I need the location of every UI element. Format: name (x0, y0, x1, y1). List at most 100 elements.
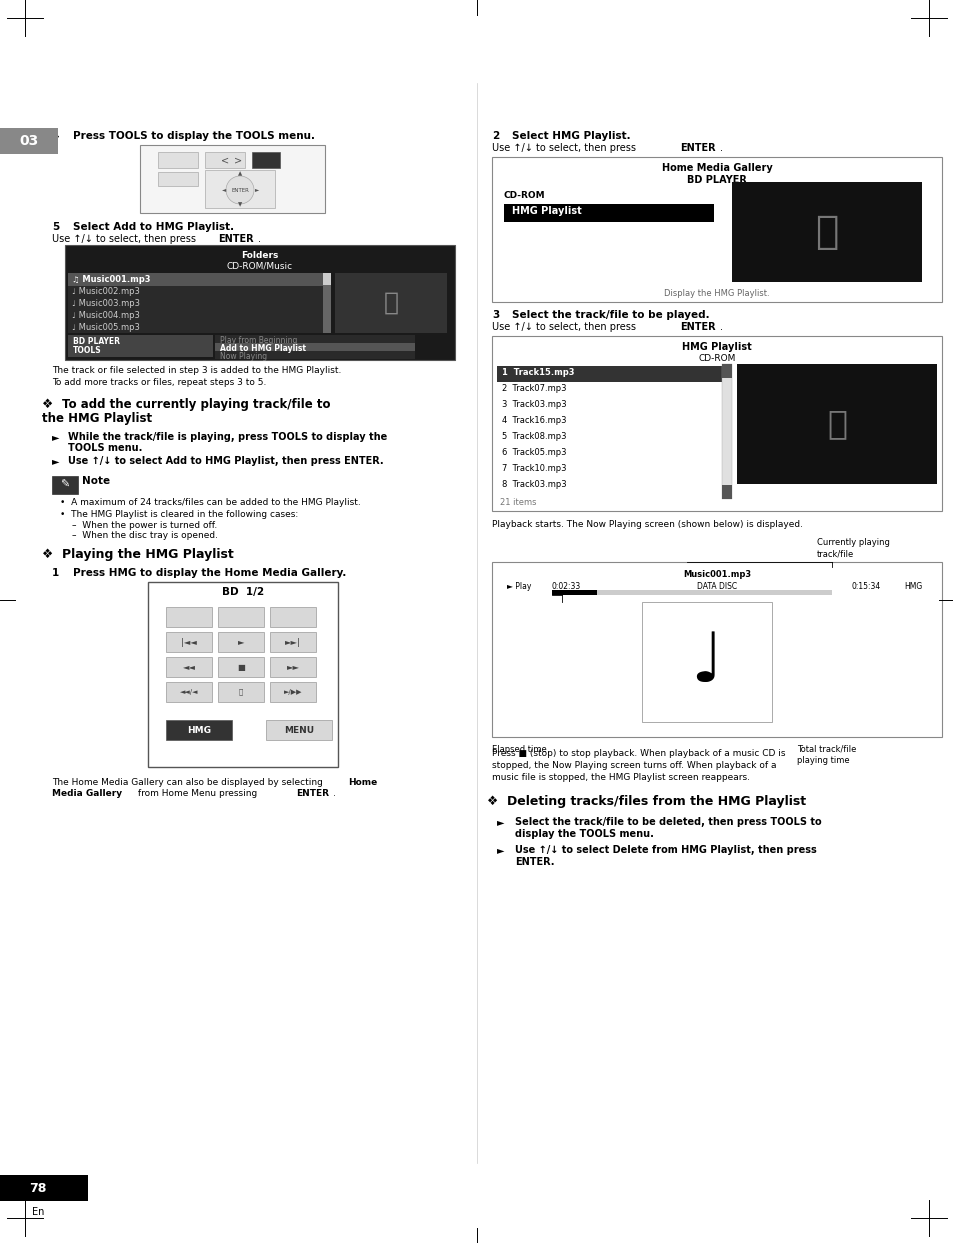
Text: 78: 78 (30, 1182, 47, 1195)
Bar (0, 1175, 88, 1201)
Text: BD PLAYER: BD PLAYER (686, 175, 746, 185)
Bar (166, 631, 212, 653)
Text: Press ■ (stop) to stop playback. When playback of a music CD is: Press ■ (stop) to stop playback. When pl… (492, 750, 784, 758)
Text: Total track/file: Total track/file (796, 745, 856, 755)
Text: >: > (233, 155, 242, 165)
Bar (205, 170, 274, 208)
Text: 0:15:34: 0:15:34 (851, 582, 881, 590)
Text: ♫ Music001.mp3: ♫ Music001.mp3 (71, 275, 151, 283)
Text: HMG Playlist: HMG Playlist (681, 342, 751, 352)
Text: 6  Track05.mp3: 6 Track05.mp3 (501, 447, 566, 457)
Bar (166, 682, 212, 702)
Text: ◄◄: ◄◄ (182, 663, 195, 671)
Text: ⏸: ⏸ (238, 689, 243, 695)
Text: ■: ■ (236, 663, 245, 671)
Text: ►: ► (52, 456, 59, 466)
Bar (65, 245, 455, 360)
Bar (52, 476, 78, 493)
Text: The Home Media Gallery can also be displayed by selecting: The Home Media Gallery can also be displ… (52, 778, 325, 787)
Text: ►: ► (497, 817, 504, 827)
Bar (492, 562, 941, 737)
Text: ◄◄/◄: ◄◄/◄ (179, 689, 198, 695)
Text: HMG: HMG (187, 726, 211, 735)
Text: Select the track/file to be deleted, then press TOOLS to: Select the track/file to be deleted, the… (515, 817, 821, 827)
Text: ❖: ❖ (486, 796, 497, 808)
Text: BD  1/2: BD 1/2 (222, 587, 264, 597)
Text: ENTER: ENTER (218, 234, 253, 244)
Text: ►: ► (237, 638, 244, 646)
Text: ◄: ◄ (222, 188, 226, 193)
Text: ►/▶▶: ►/▶▶ (283, 689, 302, 695)
Bar (158, 152, 198, 168)
Text: Music001.mp3: Music001.mp3 (682, 571, 750, 579)
Text: 5  Track08.mp3: 5 Track08.mp3 (501, 433, 566, 441)
Text: ENTER: ENTER (295, 789, 329, 798)
Text: ►: ► (497, 845, 504, 855)
Text: 7  Track10.mp3: 7 Track10.mp3 (501, 464, 566, 474)
Text: 3  Track03.mp3: 3 Track03.mp3 (501, 400, 566, 409)
Bar (335, 273, 447, 333)
Bar (140, 145, 325, 213)
Text: •  The HMG Playlist is cleared in the following cases:: • The HMG Playlist is cleared in the fol… (60, 510, 298, 520)
Text: 📁: 📁 (383, 291, 398, 314)
Text: ❖: ❖ (42, 548, 53, 561)
Text: ENTER: ENTER (679, 143, 715, 153)
Bar (552, 590, 831, 595)
Bar (731, 181, 921, 282)
Text: ♩ Music002.mp3: ♩ Music002.mp3 (71, 287, 140, 296)
Text: .: . (720, 143, 722, 153)
Text: CD-ROM: CD-ROM (698, 354, 735, 363)
Text: ▲: ▲ (237, 172, 242, 177)
Bar (552, 590, 597, 595)
Text: ♩: ♩ (690, 629, 722, 696)
Text: 1: 1 (52, 568, 59, 578)
Bar (270, 682, 315, 702)
Text: Playback starts. The Now Playing screen (shown below) is displayed.: Playback starts. The Now Playing screen … (492, 520, 802, 530)
Text: ENTER: ENTER (231, 188, 249, 193)
Bar (270, 631, 315, 653)
Bar (252, 152, 280, 168)
Bar (270, 658, 315, 677)
Bar (68, 273, 323, 333)
Text: 03: 03 (19, 134, 38, 148)
Bar (266, 720, 332, 740)
Bar (218, 682, 264, 702)
Text: 21 items: 21 items (499, 498, 536, 507)
Bar (166, 607, 212, 626)
Text: |◄◄: |◄◄ (181, 638, 196, 646)
Text: Press TOOLS to display the TOOLS menu.: Press TOOLS to display the TOOLS menu. (73, 131, 314, 140)
Text: –  When the power is turned off.: – When the power is turned off. (71, 521, 217, 530)
Text: –  When the disc tray is opened.: – When the disc tray is opened. (71, 531, 218, 539)
Text: En: En (31, 1207, 44, 1217)
Text: To add the currently playing track/file to: To add the currently playing track/file … (62, 398, 330, 411)
Text: 4: 4 (52, 131, 59, 140)
Bar (497, 365, 721, 382)
Text: Folders: Folders (241, 251, 278, 260)
Text: 🗀: 🗀 (826, 408, 846, 440)
Text: Use ↑/↓ to select Add to HMG Playlist, then press ENTER.: Use ↑/↓ to select Add to HMG Playlist, t… (68, 456, 383, 466)
Bar (218, 658, 264, 677)
Text: ►: ► (254, 188, 259, 193)
Text: the HMG Playlist: the HMG Playlist (42, 411, 152, 425)
Text: Media Gallery: Media Gallery (52, 789, 122, 798)
Text: Use ↑/↓ to select Delete from HMG Playlist, then press: Use ↑/↓ to select Delete from HMG Playli… (515, 845, 816, 855)
Text: ♩ Music005.mp3: ♩ Music005.mp3 (71, 323, 140, 332)
Text: ✎: ✎ (60, 480, 70, 490)
Text: To add more tracks or files, repeat steps 3 to 5.: To add more tracks or files, repeat step… (52, 378, 266, 387)
Text: Playing the HMG Playlist: Playing the HMG Playlist (62, 548, 233, 561)
Text: track/file: track/file (816, 549, 853, 558)
Bar (214, 336, 415, 343)
Text: Home: Home (348, 778, 376, 787)
Bar (214, 351, 415, 359)
Text: ►: ► (52, 433, 59, 443)
Text: Home Media Gallery: Home Media Gallery (661, 163, 772, 173)
Text: stopped, the Now Playing screen turns off. When playback of a: stopped, the Now Playing screen turns of… (492, 761, 776, 769)
Text: BD PLAYER: BD PLAYER (73, 337, 120, 346)
Bar (721, 364, 731, 498)
Text: HMG: HMG (903, 582, 922, 590)
Text: Deleting tracks/files from the HMG Playlist: Deleting tracks/files from the HMG Playl… (506, 796, 805, 808)
Text: .: . (720, 322, 722, 332)
Text: ENTER: ENTER (679, 322, 715, 332)
Text: TOOLS: TOOLS (73, 346, 102, 355)
Bar (148, 582, 337, 767)
